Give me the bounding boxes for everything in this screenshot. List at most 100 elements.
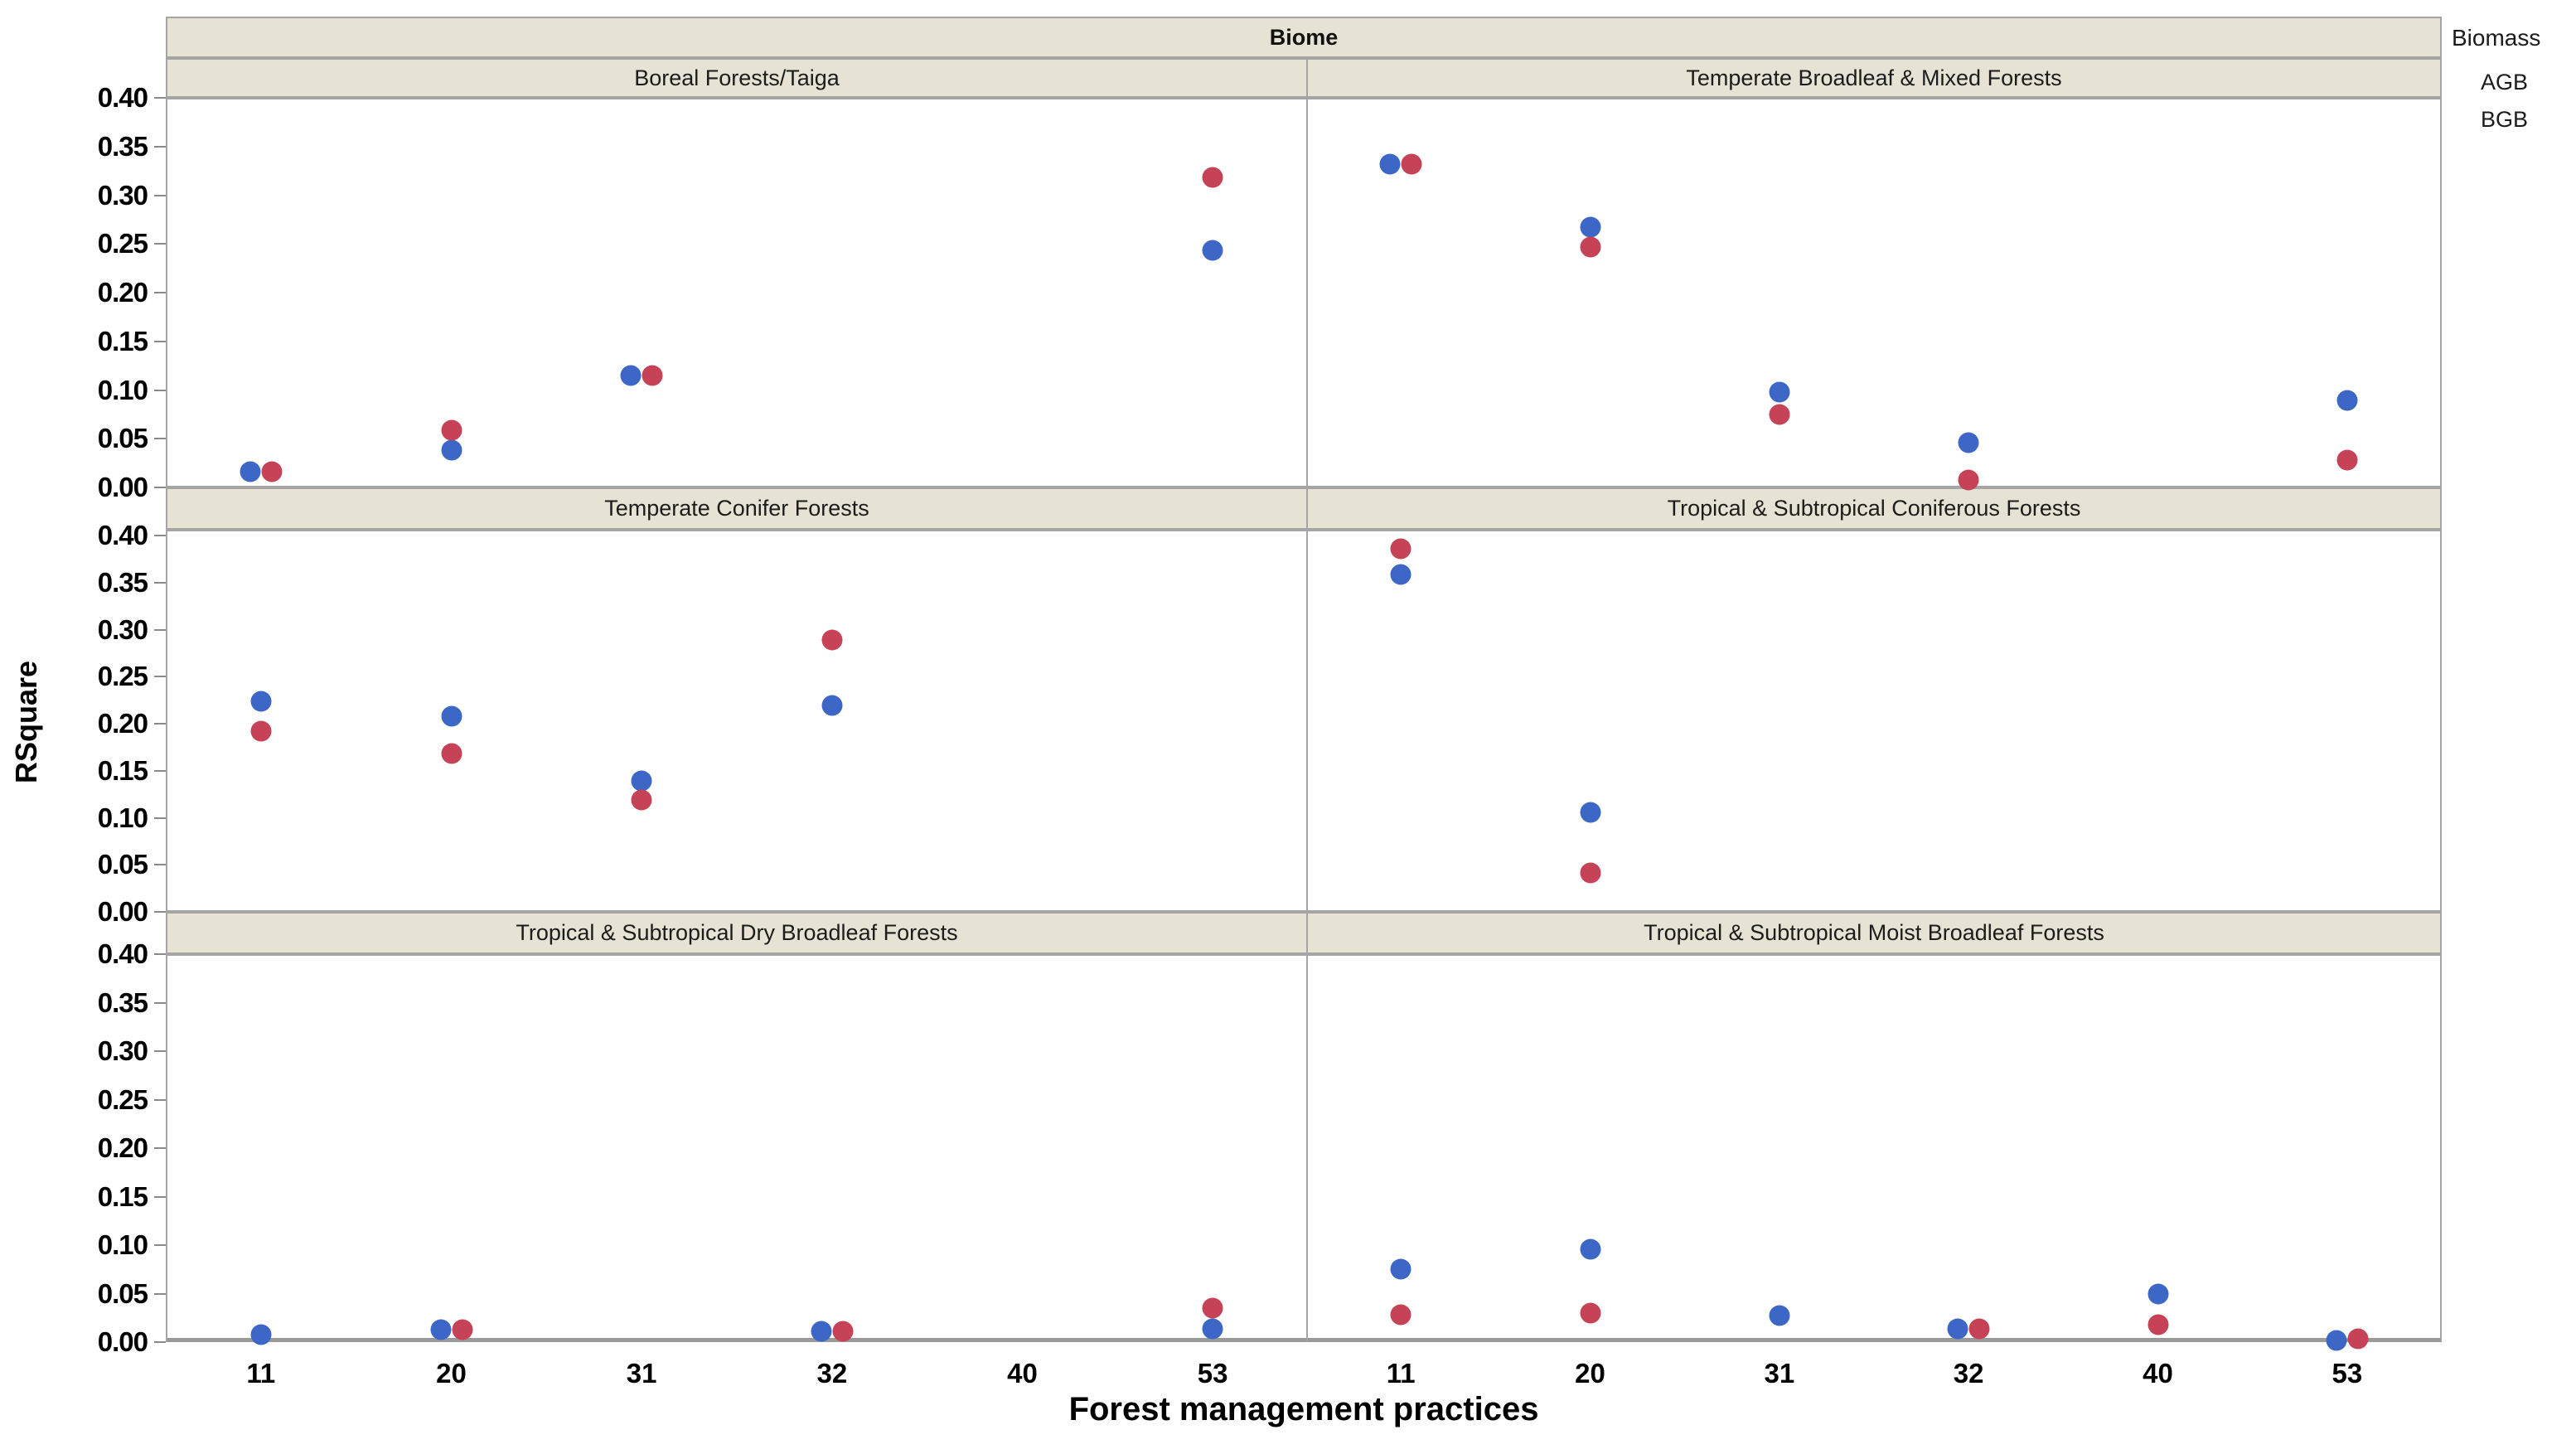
- data-point-bgb[interactable]: [1390, 1304, 1411, 1326]
- data-point-bgb[interactable]: [631, 789, 652, 811]
- data-point-bgb[interactable]: [261, 461, 283, 482]
- y-tick-label: 0.30: [97, 1035, 148, 1066]
- data-point-bgb[interactable]: [1390, 538, 1411, 560]
- data-point-agb[interactable]: [620, 365, 642, 386]
- data-point-agb[interactable]: [1769, 381, 1790, 403]
- panel-strip-title: Tropical & Subtropical Moist Broadleaf F…: [1644, 920, 2104, 945]
- y-axis-title: RSquare: [9, 660, 43, 784]
- y-tick-mark: [154, 864, 166, 866]
- y-tick-mark: [154, 292, 166, 293]
- data-point-bgb[interactable]: [250, 720, 272, 742]
- data-point-bgb[interactable]: [452, 1319, 472, 1340]
- y-tick-mark: [154, 535, 166, 536]
- data-point-agb[interactable]: [2336, 390, 2358, 411]
- data-point-agb[interactable]: [1379, 153, 1401, 175]
- y-tick-label: 0.10: [97, 1229, 148, 1260]
- x-axis-title: Forest management practices: [1068, 1391, 1539, 1427]
- data-point-agb[interactable]: [821, 695, 843, 716]
- data-point-agb[interactable]: [250, 691, 272, 712]
- data-point-agb[interactable]: [441, 705, 462, 727]
- x-tick-label: 32: [1953, 1358, 1984, 1389]
- y-tick-mark: [154, 389, 166, 391]
- y-tick-mark: [154, 676, 166, 678]
- y-tick-label: 0.35: [97, 986, 148, 1018]
- y-tick-label: 0.15: [97, 754, 148, 786]
- y-tick-label: 0.20: [97, 277, 148, 308]
- bgb-marker-icon: [2455, 114, 2467, 126]
- data-point-bgb[interactable]: [642, 365, 663, 386]
- y-tick-mark: [154, 1147, 166, 1149]
- data-point-bgb[interactable]: [1202, 1297, 1223, 1319]
- y-tick-mark: [154, 145, 166, 148]
- data-point-bgb[interactable]: [2336, 449, 2358, 471]
- y-tick-label: 0.40: [97, 520, 148, 550]
- x-tick-label: 40: [2143, 1358, 2173, 1389]
- x-tick-label: 20: [436, 1358, 467, 1389]
- data-point-bgb[interactable]: [441, 743, 462, 764]
- panel-strip: Temperate Conifer Forests: [166, 487, 1308, 530]
- data-point-agb[interactable]: [1390, 1258, 1411, 1280]
- x-tick-label: 20: [1575, 1358, 1605, 1389]
- data-point-bgb[interactable]: [1769, 404, 1790, 425]
- data-point-agb[interactable]: [2326, 1330, 2347, 1351]
- legend: Biomass AGB BGB: [2452, 25, 2576, 144]
- y-tick-label: 0.25: [97, 1083, 148, 1115]
- data-point-agb[interactable]: [1390, 564, 1411, 585]
- y-tick-mark: [154, 438, 166, 440]
- y-tick-mark: [154, 340, 166, 342]
- y-tick-label: 0.40: [97, 938, 148, 969]
- data-point-agb[interactable]: [250, 1324, 272, 1345]
- panel-plot: [1306, 98, 2442, 487]
- data-point-agb[interactable]: [430, 1319, 451, 1340]
- data-point-bgb[interactable]: [1202, 167, 1223, 188]
- data-point-agb[interactable]: [811, 1321, 832, 1342]
- data-point-bgb[interactable]: [2147, 1314, 2168, 1335]
- data-point-bgb[interactable]: [1580, 862, 1600, 884]
- data-point-agb[interactable]: [1958, 432, 1979, 453]
- data-point-agb[interactable]: [631, 770, 652, 792]
- panel-strip: Tropical & Subtropical Moist Broadleaf F…: [1306, 912, 2442, 954]
- panel-plot: [166, 954, 1308, 1342]
- data-point-bgb[interactable]: [2347, 1328, 2369, 1350]
- facet-header-strip: Biome: [166, 17, 2442, 58]
- data-point-bgb[interactable]: [832, 1321, 854, 1342]
- data-point-bgb[interactable]: [1968, 1318, 1990, 1340]
- data-point-agb[interactable]: [1580, 802, 1600, 823]
- data-point-agb[interactable]: [240, 461, 261, 482]
- legend-item-agb[interactable]: AGB: [2452, 70, 2576, 95]
- data-point-bgb[interactable]: [1580, 1302, 1600, 1324]
- x-tick-label: 11: [1386, 1358, 1416, 1389]
- panel-plot: [166, 530, 1308, 912]
- y-tick-mark: [154, 1098, 166, 1101]
- data-point-agb[interactable]: [441, 439, 462, 461]
- panel-strip-title: Temperate Broadleaf & Mixed Forests: [1686, 65, 2062, 90]
- y-tick-mark: [154, 817, 166, 819]
- y-tick-mark: [154, 1001, 166, 1004]
- data-point-bgb[interactable]: [1958, 469, 1979, 491]
- data-point-bgb[interactable]: [821, 629, 843, 651]
- y-tick-label: 0.15: [97, 1180, 148, 1212]
- data-point-agb[interactable]: [1769, 1305, 1790, 1326]
- y-tick-label: 0.00: [97, 472, 148, 502]
- legend-item-bgb[interactable]: BGB: [2452, 107, 2576, 133]
- data-point-bgb[interactable]: [441, 419, 462, 441]
- panel-plot: [1306, 954, 2442, 1342]
- data-point-agb[interactable]: [1202, 1318, 1223, 1340]
- data-point-agb[interactable]: [1947, 1318, 1968, 1340]
- y-tick-mark: [154, 194, 166, 196]
- panel-strip: Tropical & Subtropical Dry Broadleaf For…: [166, 912, 1308, 954]
- data-point-agb[interactable]: [1580, 1238, 1600, 1260]
- data-point-agb[interactable]: [1580, 216, 1600, 238]
- panel-plot: [166, 98, 1308, 487]
- data-point-bgb[interactable]: [1401, 153, 1422, 175]
- y-tick-label: 0.05: [97, 1277, 148, 1309]
- data-point-agb[interactable]: [1202, 240, 1223, 261]
- y-tick-label: 0.15: [97, 325, 148, 356]
- x-tick-label: 53: [2331, 1358, 2363, 1389]
- legend-item-label: AGB: [2481, 70, 2529, 95]
- y-tick-label: 0.10: [97, 374, 148, 405]
- y-tick-label: 0.00: [97, 1326, 148, 1357]
- data-point-bgb[interactable]: [1580, 236, 1600, 258]
- data-point-agb[interactable]: [2147, 1283, 2168, 1304]
- panel-strip: Tropical & Subtropical Coniferous Forest…: [1306, 487, 2442, 530]
